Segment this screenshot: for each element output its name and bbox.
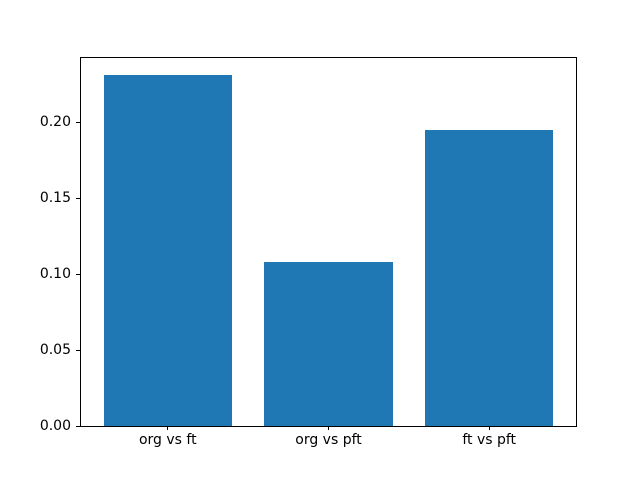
y-tick-label: 0.05	[39, 342, 71, 358]
plot-area: 0.00 0.05 0.10 0.15 0.20 org vs ft org vs pft f…	[40, 57, 577, 447]
x-tick-mark	[488, 426, 490, 430]
bar-org-vs-ft	[103, 75, 233, 426]
y-tick-label: 0.10	[39, 266, 71, 283]
x-tick-mark	[167, 426, 169, 430]
x-tick-label: ft vs pft	[462, 432, 517, 448]
y-tick-mark	[76, 349, 80, 351]
bar-ft-vs-pft	[424, 129, 554, 426]
x-tick-label: org vs pft	[295, 432, 362, 448]
y-tick-mark	[76, 273, 80, 275]
y-tick-mark	[76, 425, 80, 427]
y-tick-mark	[76, 197, 80, 199]
y-tick-label: 0.00	[39, 418, 71, 434]
x-tick-mark	[328, 426, 329, 430]
x-tick-label: org vs ft	[138, 432, 197, 448]
y-tick-mark	[76, 121, 80, 123]
y-tick-label: 0.15	[39, 190, 71, 207]
y-tick-label: 0.20	[39, 114, 71, 131]
bar-org-vs-pft	[264, 261, 393, 426]
